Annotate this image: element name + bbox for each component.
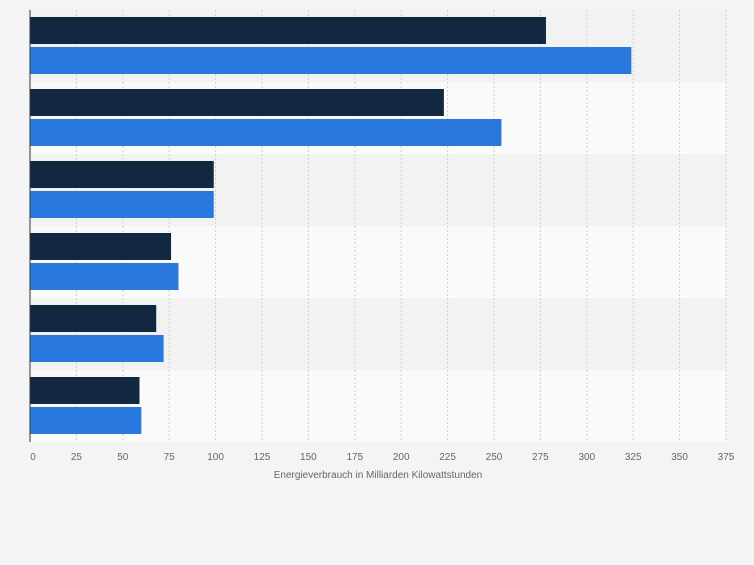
bars [30,17,632,434]
x-tick-label: 375 [718,452,735,463]
x-tick-label: 275 [532,452,549,463]
row-band [30,370,726,442]
grid-lines [75,10,727,442]
bar [30,335,164,362]
bar [30,191,214,218]
x-tick-label: 125 [254,452,271,463]
x-tick-label: 75 [164,452,176,463]
bar [30,305,157,332]
bar [30,161,214,188]
x-tick-label: 175 [346,452,363,463]
bar [30,119,502,146]
x-tick-label: 150 [300,452,317,463]
x-tick-label: 350 [671,452,688,463]
x-tick-labels: 0 25 50 75 100 125 150 175 200 225 250 275 300 325 350… [30,452,735,463]
bar [30,233,172,260]
x-tick-label: 100 [207,452,224,463]
bar [30,407,142,434]
x-tick-label: 0 [30,452,36,463]
bar [30,377,140,404]
bar [30,47,632,74]
x-axis-label: Energieverbrauch in Milliarden Kilowatts… [274,470,482,481]
bar [30,17,546,44]
bar [30,89,444,116]
x-tick-label: 225 [439,452,456,463]
x-tick-label: 250 [486,452,503,463]
x-tick-label: 200 [393,452,410,463]
bar [30,263,179,290]
x-tick-label: 25 [71,452,83,463]
x-tick-label: 325 [625,452,642,463]
x-tick-label: 50 [117,452,129,463]
x-tick-label: 300 [578,452,595,463]
